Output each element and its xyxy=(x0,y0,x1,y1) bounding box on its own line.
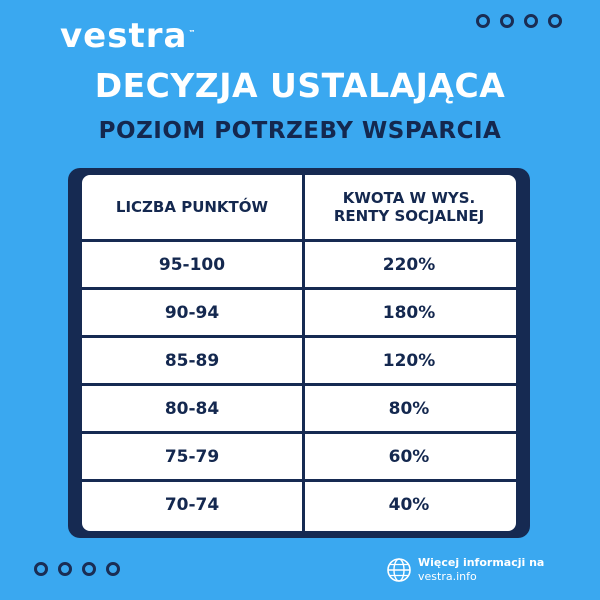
points-cell: 75-79 xyxy=(164,446,220,467)
circle-decoration xyxy=(34,562,48,576)
circle-decoration xyxy=(500,14,514,28)
circle-decoration xyxy=(82,562,96,576)
footer-text: Więcej informacji na vestra.info xyxy=(418,556,544,584)
globe-icon xyxy=(387,558,411,582)
brand-logo: vestra™ xyxy=(60,16,196,56)
amount-cell: 180% xyxy=(382,302,436,323)
row-divider xyxy=(82,479,516,482)
amount-cell: 120% xyxy=(382,350,436,371)
points-cell: 90-94 xyxy=(164,302,220,323)
circle-decoration xyxy=(476,14,490,28)
row-divider xyxy=(82,431,516,434)
amount-cell: 60% xyxy=(388,446,430,467)
table-row: 90-94 180% xyxy=(82,290,516,335)
logo-text: vestra xyxy=(60,16,188,56)
row-divider xyxy=(82,287,516,290)
amount-cell: 220% xyxy=(382,254,436,275)
table-row: 95-100 220% xyxy=(82,242,516,287)
footer-link[interactable]: vestra.info xyxy=(418,570,477,583)
logo-trademark: ™ xyxy=(188,28,197,37)
support-level-table: LICZBA PUNKTÓW KWOTA W WYS. RENTY SOCJAL… xyxy=(68,168,530,538)
table-header-row: LICZBA PUNKTÓW KWOTA W WYS. RENTY SOCJAL… xyxy=(82,175,516,239)
circle-decoration xyxy=(106,562,120,576)
column-header-points: LICZBA PUNKTÓW xyxy=(115,198,269,216)
table-row: 70-74 40% xyxy=(82,482,516,527)
column-divider xyxy=(302,175,305,531)
decorative-dots-top xyxy=(476,14,562,28)
column-header-amount: KWOTA W WYS. RENTY SOCJALNEJ xyxy=(333,189,485,225)
points-cell: 70-74 xyxy=(164,494,220,515)
page-subtitle: POZIOM POTRZEBY WSPARCIA xyxy=(98,118,502,144)
points-cell: 85-89 xyxy=(164,350,220,371)
table-row: 85-89 120% xyxy=(82,338,516,383)
table-row: 75-79 60% xyxy=(82,434,516,479)
row-divider xyxy=(82,239,516,242)
amount-cell: 40% xyxy=(388,494,430,515)
row-divider xyxy=(82,383,516,386)
points-cell: 95-100 xyxy=(158,254,226,275)
table-row: 80-84 80% xyxy=(82,386,516,431)
circle-decoration xyxy=(58,562,72,576)
decorative-dots-bottom xyxy=(34,562,120,576)
points-cell: 80-84 xyxy=(164,398,220,419)
table-body: LICZBA PUNKTÓW KWOTA W WYS. RENTY SOCJAL… xyxy=(82,175,516,531)
page-title: DECYZJA USTALAJĄCA xyxy=(94,66,506,105)
circle-decoration xyxy=(548,14,562,28)
row-divider xyxy=(82,335,516,338)
circle-decoration xyxy=(524,14,538,28)
footer-line-1: Więcej informacji na xyxy=(418,556,545,569)
amount-cell: 80% xyxy=(388,398,430,419)
footer-info: Więcej informacji na vestra.info xyxy=(386,556,544,584)
